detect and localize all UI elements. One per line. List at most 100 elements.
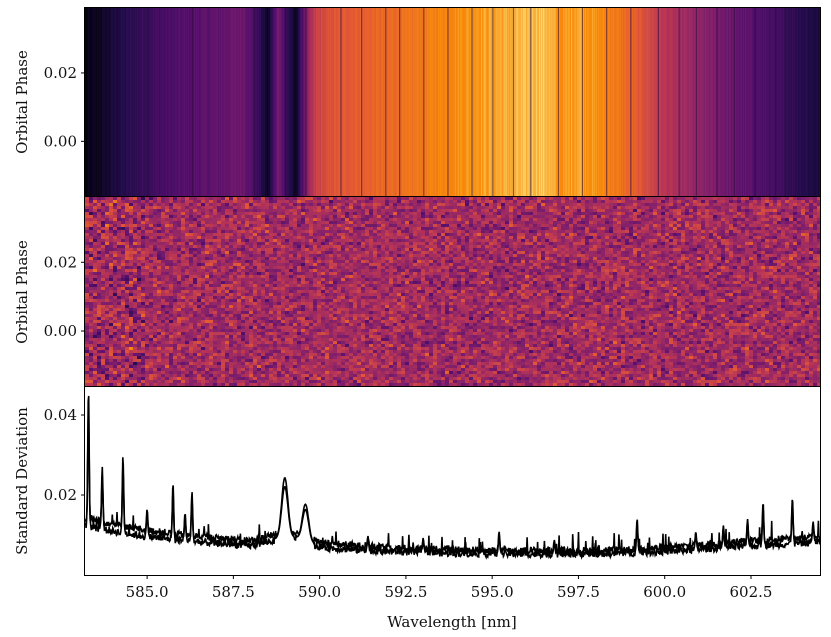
residual-cell bbox=[97, 203, 101, 206]
residual-cell bbox=[305, 212, 309, 215]
residual-cell bbox=[773, 221, 777, 224]
residual-cell bbox=[237, 197, 241, 200]
residual-cell bbox=[345, 227, 349, 230]
residual-cell bbox=[213, 254, 217, 257]
residual-cell bbox=[241, 257, 245, 260]
residual-cell bbox=[201, 230, 205, 233]
residual-cell bbox=[653, 245, 657, 248]
raw-spectra-column bbox=[304, 8, 306, 196]
residual-cell bbox=[289, 254, 293, 257]
residual-cell bbox=[805, 245, 809, 248]
residual-cell bbox=[437, 260, 441, 263]
residual-cell bbox=[489, 251, 493, 254]
residual-cell bbox=[813, 239, 817, 242]
residual-cell bbox=[145, 227, 149, 230]
residual-cell bbox=[397, 200, 401, 203]
residual-cell bbox=[405, 239, 409, 242]
residual-cell bbox=[213, 218, 217, 221]
residual-cell bbox=[445, 242, 449, 245]
residual-cell bbox=[553, 203, 557, 206]
residual-cell bbox=[309, 239, 313, 242]
residual-cell bbox=[337, 221, 341, 224]
raw-spectra-column bbox=[512, 8, 514, 196]
residual-cell bbox=[481, 200, 485, 203]
residual-cell bbox=[533, 212, 537, 215]
residual-cell bbox=[321, 236, 325, 239]
residual-cell bbox=[177, 245, 181, 248]
raw-spectra-column bbox=[85, 8, 87, 196]
residual-cell bbox=[541, 206, 545, 209]
residual-cell bbox=[653, 236, 657, 239]
residual-cell bbox=[593, 257, 597, 260]
residual-cell bbox=[457, 248, 461, 251]
residual-cell bbox=[773, 242, 777, 245]
residual-cell bbox=[113, 260, 117, 263]
residual-cell bbox=[653, 215, 657, 218]
residual-cell bbox=[177, 257, 181, 260]
residual-cell bbox=[717, 251, 721, 254]
residual-cell bbox=[793, 251, 797, 254]
residual-cell bbox=[201, 257, 205, 260]
residual-cell bbox=[433, 236, 437, 239]
residual-cell bbox=[505, 260, 509, 263]
residual-cell bbox=[321, 242, 325, 245]
residual-cell bbox=[89, 224, 93, 227]
residual-cell bbox=[429, 221, 433, 224]
residual-cell bbox=[213, 227, 217, 230]
residual-cell bbox=[717, 218, 721, 221]
residual-cell bbox=[157, 251, 161, 254]
residual-cell bbox=[225, 221, 229, 224]
residual-cell bbox=[273, 248, 277, 251]
residual-cell bbox=[633, 236, 637, 239]
residual-cell bbox=[273, 257, 277, 260]
residual-cell bbox=[785, 224, 789, 227]
residual-cell bbox=[405, 224, 409, 227]
raw-spectra-column bbox=[687, 8, 689, 196]
residual-cell bbox=[157, 257, 161, 260]
residual-cell bbox=[97, 218, 101, 221]
residual-cell bbox=[465, 230, 469, 233]
residual-cell bbox=[517, 206, 521, 209]
residual-cell bbox=[629, 251, 633, 254]
residual-cell bbox=[281, 227, 285, 230]
residual-cell bbox=[493, 263, 497, 266]
raw-spectra-column bbox=[152, 8, 154, 196]
residual-cell bbox=[501, 239, 505, 242]
residual-cell bbox=[209, 236, 213, 239]
residual-cell bbox=[241, 227, 245, 230]
residual-cell bbox=[797, 239, 801, 242]
residual-cell bbox=[301, 197, 305, 200]
residual-cell bbox=[181, 206, 185, 209]
residual-cell bbox=[585, 254, 589, 257]
residual-cell bbox=[397, 209, 401, 212]
raw-spectra-column bbox=[354, 8, 356, 196]
residual-cell bbox=[357, 251, 361, 254]
raw-spectra-column bbox=[462, 8, 464, 196]
residual-cell bbox=[661, 245, 665, 248]
residual-cell bbox=[765, 236, 769, 239]
residual-cell bbox=[713, 209, 717, 212]
residual-cell bbox=[229, 251, 233, 254]
raw-spectra-column bbox=[301, 8, 303, 196]
residual-cell bbox=[393, 257, 397, 260]
residual-cell bbox=[225, 263, 229, 266]
residual-cell bbox=[389, 197, 393, 200]
residual-cell bbox=[305, 206, 309, 209]
residual-cell bbox=[549, 200, 553, 203]
residual-cell bbox=[397, 206, 401, 209]
residual-cell bbox=[233, 245, 237, 248]
raw-spectra-column bbox=[474, 8, 476, 196]
raw-spectra-column bbox=[619, 8, 621, 196]
residual-cell bbox=[677, 233, 681, 236]
residual-cell bbox=[105, 257, 109, 260]
residual-cell bbox=[677, 218, 681, 221]
residual-cell bbox=[145, 224, 149, 227]
residual-cell bbox=[793, 209, 797, 212]
residual-cell bbox=[517, 215, 521, 218]
residual-cell bbox=[437, 236, 441, 239]
residual-cell bbox=[773, 212, 777, 215]
residual-cell bbox=[349, 245, 353, 248]
residual-cell bbox=[501, 236, 505, 239]
residual-cell bbox=[333, 206, 337, 209]
raw-spectra-column bbox=[331, 8, 333, 196]
